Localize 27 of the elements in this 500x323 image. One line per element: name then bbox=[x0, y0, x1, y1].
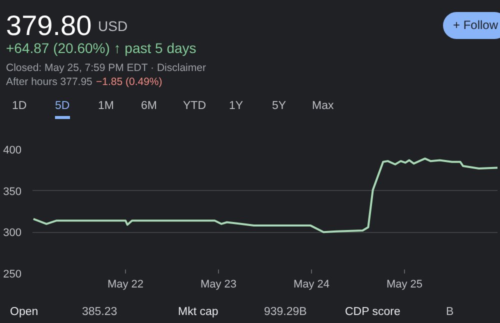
text: YTD bbox=[183, 99, 206, 114]
y-tick-label: 300 bbox=[3, 227, 22, 240]
text: Open bbox=[10, 305, 38, 320]
text: After hours 377.95 bbox=[6, 75, 92, 90]
text: 385.23 bbox=[82, 305, 118, 320]
text: Closed: May 25, 7:59 PM EDT · Disclaimer bbox=[6, 61, 206, 76]
text: CDP score bbox=[345, 305, 400, 320]
x-tick-label: May 23 bbox=[200, 278, 237, 290]
text: Mkt cap bbox=[178, 305, 218, 320]
text: Max bbox=[312, 99, 334, 114]
x-tick-label: May 22 bbox=[107, 278, 144, 290]
x-tick-label: May 25 bbox=[386, 278, 423, 290]
text: 5Y bbox=[272, 99, 286, 114]
y-tick-label: 400 bbox=[3, 144, 22, 156]
text: 939.29B bbox=[264, 305, 307, 320]
y-tick-label: 350 bbox=[3, 186, 22, 198]
y-tick-label: 250 bbox=[3, 268, 22, 280]
text: 6M bbox=[141, 99, 157, 114]
text: 5D bbox=[55, 98, 70, 120]
text: USD bbox=[98, 17, 128, 36]
text: + Follow bbox=[443, 12, 500, 40]
x-tick-label: May 24 bbox=[293, 278, 330, 290]
text: 1D bbox=[12, 99, 27, 114]
text: −1.85 (0.49%) bbox=[96, 75, 162, 90]
text: 1Y bbox=[229, 99, 244, 114]
text: B bbox=[446, 305, 454, 320]
text: 1M bbox=[98, 99, 114, 114]
